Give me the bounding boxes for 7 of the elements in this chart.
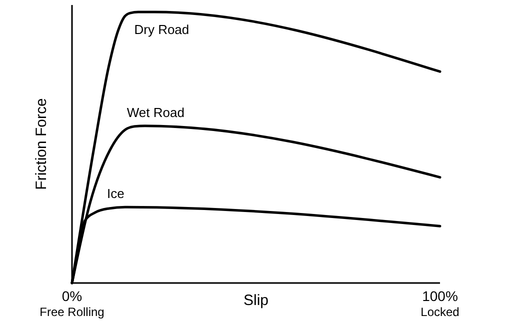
series-label: Wet Road — [126, 104, 184, 120]
x-tick-label: 100% Locked — [420, 288, 460, 319]
x-axis-title: Slip — [243, 292, 269, 309]
y-axis-title: Friction Force — [33, 98, 50, 190]
series-label: Dry Road — [134, 22, 190, 37]
series-label: Ice — [106, 186, 124, 202]
x-tick-label: 0% Free Rolling — [40, 288, 104, 319]
